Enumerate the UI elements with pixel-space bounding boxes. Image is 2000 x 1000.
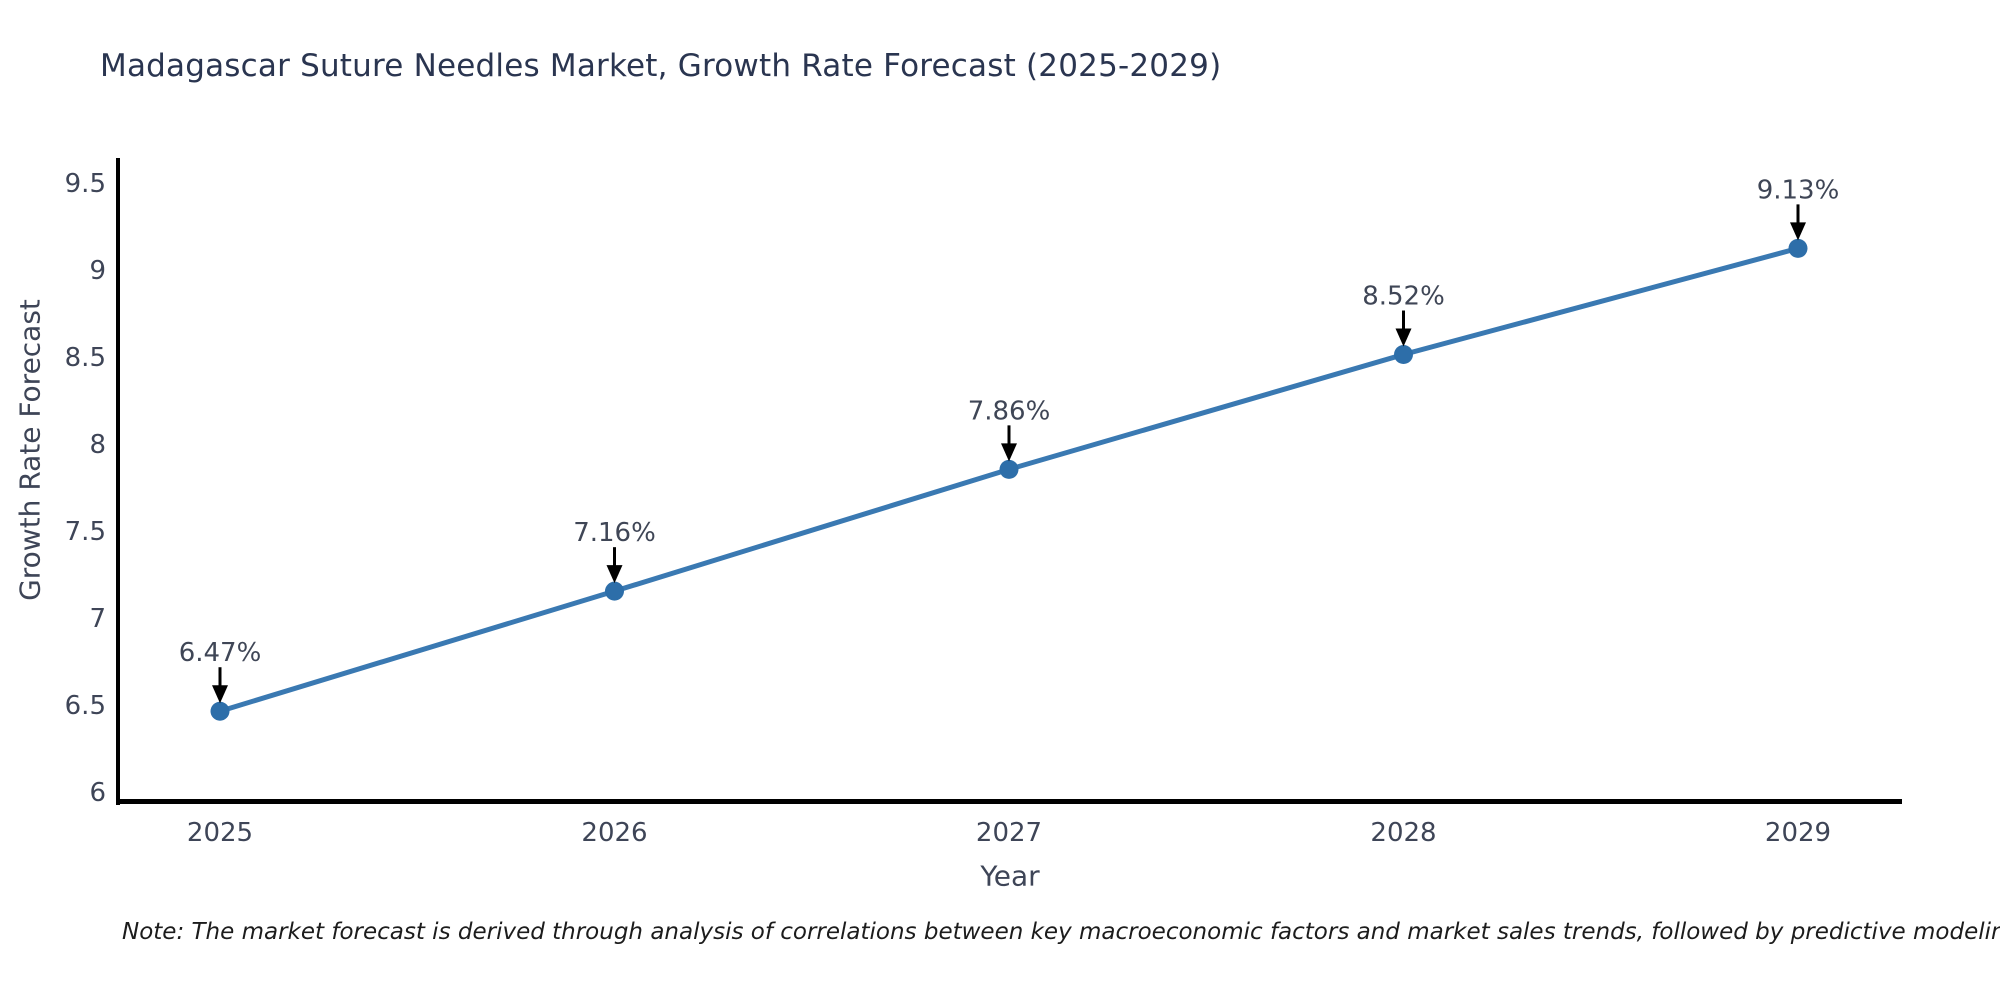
y-tick-label: 9 [89,256,106,286]
y-tick-label: 6 [89,778,106,808]
chart-title: Madagascar Suture Needles Market, Growth… [100,48,1222,84]
data-point-2025 [210,701,230,721]
x-axis-title: Year [980,859,1040,893]
y-tick-label: 9.5 [65,169,106,199]
y-tick-label: 6.5 [65,691,106,721]
annotation-label: 9.13% [1757,175,1840,205]
x-tick-label: 2025 [187,818,253,848]
x-axis-spine [116,799,1902,804]
y-tick-label: 8.5 [65,343,106,373]
data-point-2027 [999,459,1019,479]
y-tick-label: 7.5 [65,517,106,547]
y-axis-spine [116,158,120,805]
x-tick-label: 2027 [976,818,1042,848]
series-line [217,245,1801,714]
x-tick-label: 2029 [1765,818,1831,848]
y-tick-label: 7 [89,604,106,634]
annotation-label: 7.16% [573,518,656,548]
annotation-arrow-head [212,685,228,704]
annotation-label: 8.52% [1362,282,1445,312]
footnote: Note: The market forecast is derived thr… [122,919,2000,945]
data-point-2026 [605,581,624,601]
x-tick-label: 2026 [581,818,647,848]
annotation-arrow-head [1395,328,1412,347]
data-point-2029 [1788,238,1808,258]
x-tick-label: 2028 [1370,818,1436,848]
annotation-arrow-head [1790,222,1806,241]
y-tick-label: 8 [89,430,106,460]
annotation-arrow-head [1001,443,1017,462]
annotation-label: 6.47% [179,638,262,668]
data-point-2028 [1394,345,1413,365]
annotation-arrow-head [606,565,623,584]
annotation-label: 7.86% [968,396,1051,426]
